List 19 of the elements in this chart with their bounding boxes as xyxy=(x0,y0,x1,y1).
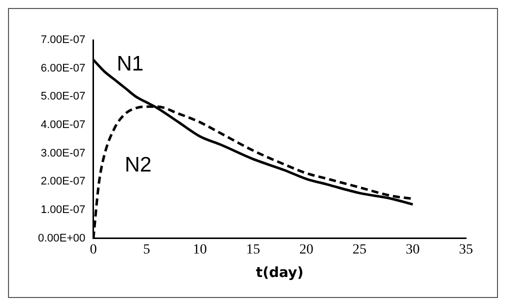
x-axis-title: t(day) xyxy=(256,265,304,282)
y-tick-label: 0.00E+00 xyxy=(38,232,86,244)
x-tick-label: 15 xyxy=(246,242,260,258)
y-tick-label: 6.00E-07 xyxy=(40,62,86,74)
x-tick-label: 25 xyxy=(352,242,367,258)
x-tick-label: 20 xyxy=(299,242,314,258)
y-tick-label: 7.00E-07 xyxy=(40,34,86,46)
x-tick-label: 30 xyxy=(406,242,420,258)
y-tick-label: 1.00E-07 xyxy=(40,204,86,216)
y-tick-label: 2.00E-07 xyxy=(40,176,86,188)
x-tick-label: 0 xyxy=(90,242,97,258)
series-label: N1 xyxy=(116,52,144,76)
series-label: N2 xyxy=(124,154,152,177)
y-tick-label: 3.00E-07 xyxy=(40,147,86,160)
x-tick-label: 5 xyxy=(143,242,150,258)
x-tick-label: 10 xyxy=(192,242,207,258)
x-tick-label: 35 xyxy=(459,242,473,258)
y-tick-label: 4.00E-07 xyxy=(40,119,86,132)
y-tick-label: 5.00E-07 xyxy=(40,90,86,103)
